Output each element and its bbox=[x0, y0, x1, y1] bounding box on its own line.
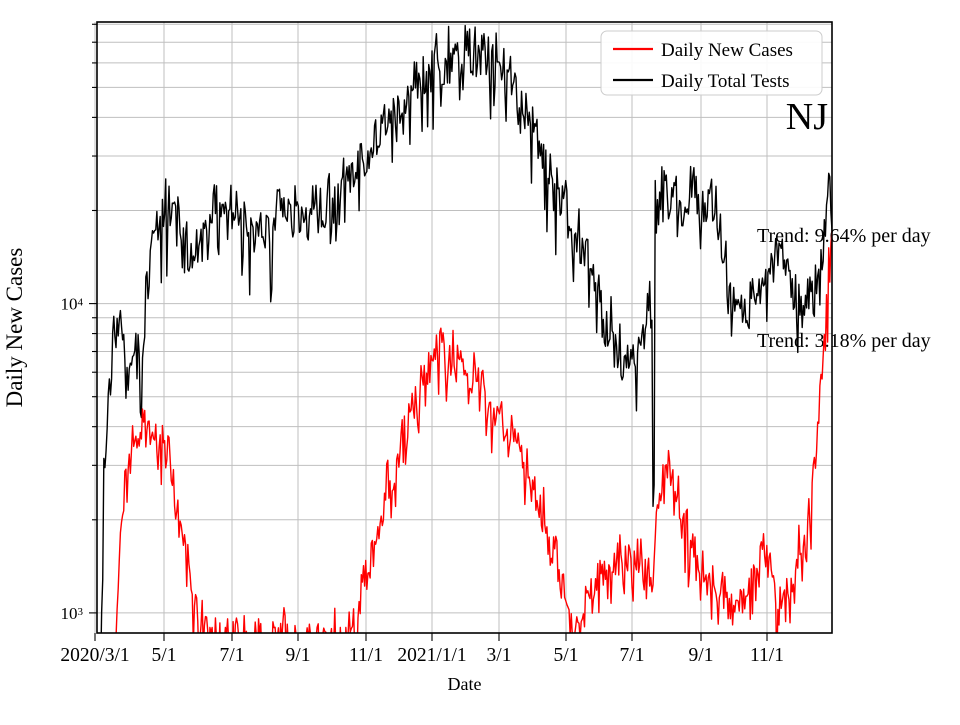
svg-text:Daily Total Tests: Daily Total Tests bbox=[661, 71, 790, 92]
svg-text:Daily New Cases: Daily New Cases bbox=[2, 248, 27, 408]
svg-text:Trend: 3.18% per day: Trend: 3.18% per day bbox=[757, 330, 931, 352]
svg-text:3/1: 3/1 bbox=[487, 645, 512, 666]
svg-text:9/1: 9/1 bbox=[286, 645, 311, 666]
svg-text:104: 104 bbox=[61, 295, 84, 314]
svg-text:11/1: 11/1 bbox=[750, 645, 784, 666]
svg-text:Date: Date bbox=[448, 674, 482, 694]
svg-text:5/1: 5/1 bbox=[152, 645, 177, 666]
svg-text:5/1: 5/1 bbox=[554, 645, 579, 666]
svg-text:103: 103 bbox=[61, 604, 84, 623]
svg-text:2021/1/1: 2021/1/1 bbox=[397, 645, 466, 666]
svg-text:7/1: 7/1 bbox=[220, 645, 245, 666]
svg-text:2020/3/1: 2020/3/1 bbox=[60, 645, 129, 666]
svg-text:7/1: 7/1 bbox=[620, 645, 645, 666]
svg-text:Daily New Cases: Daily New Cases bbox=[661, 40, 793, 61]
svg-text:NJ: NJ bbox=[786, 96, 828, 138]
svg-text:9/1: 9/1 bbox=[689, 645, 714, 666]
svg-text:11/1: 11/1 bbox=[349, 645, 383, 666]
